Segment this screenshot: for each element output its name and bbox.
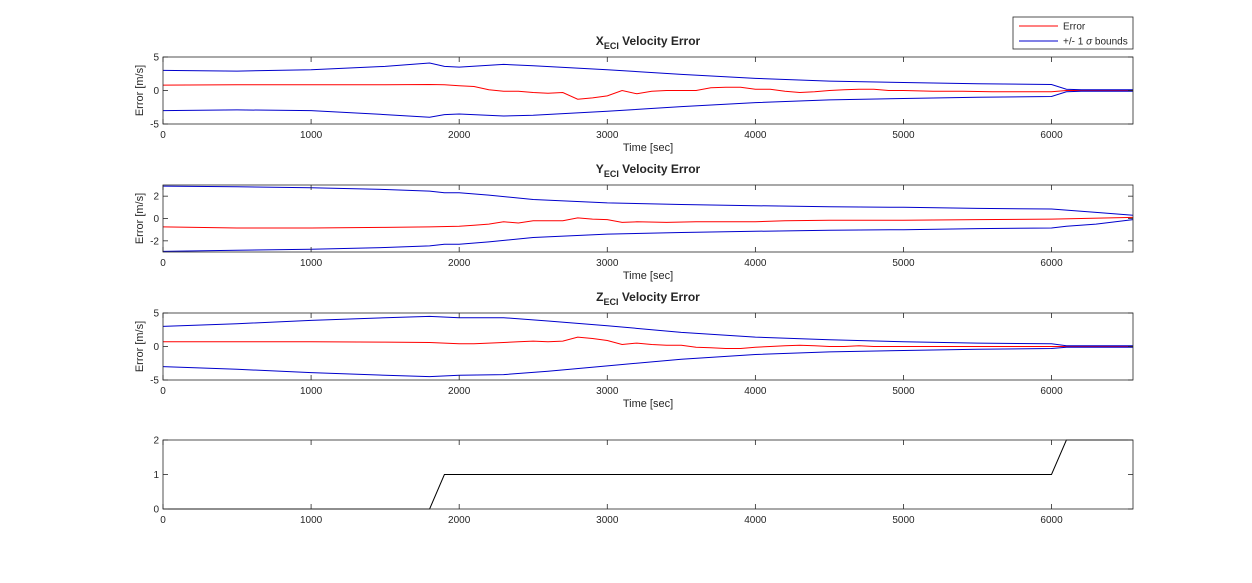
y-velocity-x-tick-label: 4000 bbox=[744, 258, 767, 269]
x-velocity-x-tick-label: 0 bbox=[160, 130, 166, 141]
mode-step-x-tick-label: 5000 bbox=[892, 515, 915, 526]
z-velocity-x-tick-label: 2000 bbox=[448, 386, 471, 397]
y-velocity-x-tick-label: 0 bbox=[160, 258, 166, 269]
z-velocity-y-tick-label: -5 bbox=[150, 376, 159, 387]
z-velocity-error-line bbox=[163, 336, 1133, 349]
y-velocity-y-tick-label: -2 bbox=[150, 236, 159, 247]
y-velocity-upper-bound-line bbox=[162, 185, 1134, 216]
z-velocity-y-axis-label: Error [m/s] bbox=[134, 321, 146, 372]
y-velocity-x-tick-label: 6000 bbox=[1040, 258, 1063, 269]
z-velocity-x-axis-label: Time [sec] bbox=[623, 398, 673, 410]
z-velocity-x-tick-label: 3000 bbox=[596, 386, 619, 397]
x-velocity-x-tick-label: 1000 bbox=[300, 130, 323, 141]
mode-step-x-tick-label: 6000 bbox=[1040, 515, 1063, 526]
y-velocity-error-line bbox=[162, 216, 1134, 229]
y-velocity-y-tick-label: 2 bbox=[153, 192, 159, 203]
mode-step-x-tick-label: 4000 bbox=[744, 515, 767, 526]
mode-step-x-tick-label: 0 bbox=[160, 515, 166, 526]
y-velocity-y-axis-label: Error [m/s] bbox=[134, 193, 146, 244]
mode-step-y-tick-label: 2 bbox=[153, 436, 159, 447]
y-velocity-y-tick-label: 0 bbox=[153, 214, 159, 225]
legend-box bbox=[1012, 16, 1134, 50]
x-velocity-lower-bound-line bbox=[162, 90, 1133, 118]
mode-step-y-tick-label: 1 bbox=[153, 470, 159, 481]
legend-error-label: Error bbox=[1063, 22, 1086, 33]
mode-step-axes: 0 1000 2000 3000 4000 5000 6000 0 1 2 bbox=[153, 436, 1134, 526]
z-velocity-x-tick-label: 4000 bbox=[744, 386, 767, 397]
z-velocity-x-tick-label: 5000 bbox=[892, 386, 915, 397]
z-velocity-upper-bound-line bbox=[162, 315, 1133, 347]
x-velocity-y-axis-label: Error [m/s] bbox=[134, 65, 146, 116]
mode-step-x-tick-label: 1000 bbox=[300, 515, 323, 526]
y-velocity-lower-bound-line bbox=[162, 219, 1134, 252]
y-velocity-x-tick-label: 1000 bbox=[300, 258, 323, 269]
x-velocity-x-tick-label: 4000 bbox=[744, 130, 767, 141]
x-velocity-x-axis-label: Time [sec] bbox=[623, 142, 673, 154]
x-velocity-y-tick-label: 0 bbox=[153, 86, 159, 97]
x-velocity-upper-bound-line bbox=[162, 62, 1133, 91]
z-velocity-title: ZECI Velocity Error bbox=[596, 290, 700, 307]
y-velocity-x-tick-label: 3000 bbox=[596, 258, 619, 269]
mode-step-y-tick-label: 0 bbox=[153, 505, 159, 516]
z-velocity-y-tick-label: 5 bbox=[153, 309, 159, 320]
x-velocity-x-tick-label: 6000 bbox=[1040, 130, 1063, 141]
y-velocity-x-tick-label: 2000 bbox=[448, 258, 471, 269]
x-velocity-error-line bbox=[162, 83, 1133, 100]
y-velocity-x-axis-label: Time [sec] bbox=[623, 270, 673, 282]
x-velocity-x-tick-label: 3000 bbox=[596, 130, 619, 141]
legend: Error +/- 1 σ bounds bbox=[1012, 16, 1134, 50]
x-velocity-title: XECI Velocity Error bbox=[596, 34, 701, 51]
z-velocity-x-tick-label: 6000 bbox=[1040, 386, 1063, 397]
x-velocity-plot-area bbox=[163, 57, 1133, 124]
x-velocity-x-tick-label: 5000 bbox=[892, 130, 915, 141]
y-velocity-plot-area bbox=[163, 185, 1133, 252]
mode-step-x-tick-label: 3000 bbox=[596, 515, 619, 526]
y-velocity-title: YECI Velocity Error bbox=[596, 162, 701, 179]
legend-bounds-label: +/- 1 σ bounds bbox=[1063, 37, 1128, 48]
mode-step-x-tick-label: 2000 bbox=[448, 515, 471, 526]
z-velocity-x-tick-label: 1000 bbox=[300, 386, 323, 397]
z-velocity-lower-bound-line bbox=[162, 346, 1133, 378]
y-velocity-x-tick-label: 5000 bbox=[892, 258, 915, 269]
z-velocity-x-tick-label: 0 bbox=[160, 386, 166, 397]
x-velocity-y-tick-label: 5 bbox=[153, 53, 159, 64]
x-velocity-x-tick-label: 2000 bbox=[448, 130, 471, 141]
x-velocity-y-tick-label: -5 bbox=[150, 120, 159, 131]
z-velocity-y-tick-label: 0 bbox=[153, 342, 159, 353]
